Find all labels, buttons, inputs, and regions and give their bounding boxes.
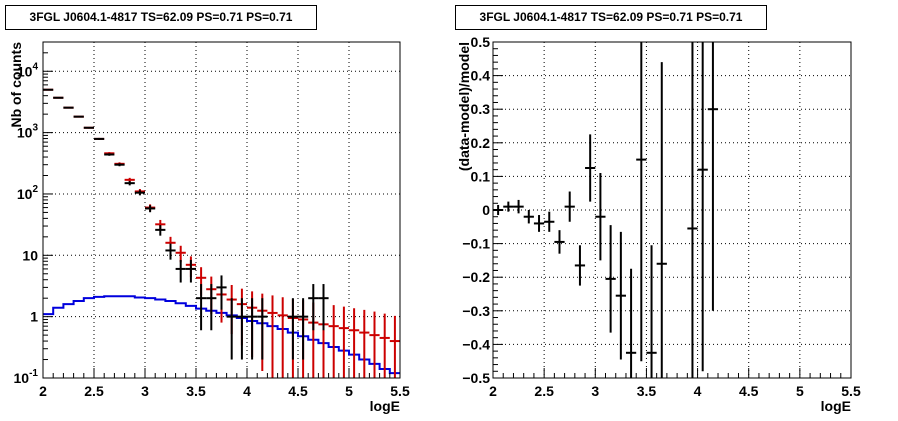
residual-point — [646, 245, 657, 378]
residual-point — [656, 62, 667, 378]
data-point — [216, 275, 227, 310]
residual-point — [574, 245, 586, 286]
residual-point — [687, 42, 698, 378]
residual-point — [585, 134, 596, 202]
x-tick-label: 5 — [345, 383, 353, 399]
residual-point — [625, 268, 637, 378]
y-axis-label: (data-model)/model — [456, 42, 472, 171]
residual-point — [513, 199, 524, 214]
model-point — [338, 306, 349, 378]
data-point — [318, 284, 329, 331]
y-tick-label: 0 — [482, 202, 490, 218]
model-point — [389, 315, 400, 378]
data-point — [206, 284, 217, 331]
x-tick-label: 5.5 — [841, 383, 861, 399]
residual-point — [707, 42, 719, 311]
x-tick-label: 5.5 — [390, 383, 410, 399]
model-point — [267, 295, 278, 378]
x-tick-label: 3.5 — [637, 383, 657, 399]
y-axis-label: Nb of counts — [8, 42, 24, 128]
residual-point — [636, 42, 647, 362]
data-point — [308, 284, 319, 331]
data-point — [287, 298, 298, 360]
data-point — [124, 181, 135, 186]
residual-point — [554, 230, 565, 254]
x-tick-label: 4.5 — [288, 383, 308, 399]
data-point — [175, 259, 186, 283]
model-point — [277, 297, 288, 378]
x-tick-label: 3 — [591, 383, 599, 399]
model-point — [175, 245, 186, 263]
residual-point — [595, 173, 606, 261]
data-point — [257, 298, 268, 360]
data-point — [155, 225, 166, 236]
data-point — [94, 137, 105, 140]
data-point — [196, 284, 207, 331]
data-point — [134, 190, 145, 196]
data-point — [114, 163, 125, 167]
y-tick-label: −0.2 — [462, 269, 490, 285]
y-tick-label: −0.5 — [462, 370, 490, 386]
model-point — [349, 308, 360, 378]
y-tick-label: 102 — [17, 184, 39, 202]
x-tick-label: 4 — [694, 383, 702, 399]
residual-point — [564, 191, 575, 222]
x-tick-label: 3 — [141, 383, 149, 399]
residual-point — [523, 210, 534, 224]
data-point — [53, 96, 64, 99]
x-tick-label: 2 — [489, 383, 497, 399]
data-point — [247, 298, 258, 360]
y-tick-label: 0.3 — [471, 101, 491, 117]
left-plot-frame — [42, 41, 401, 379]
y-tick-label: −0.4 — [462, 336, 490, 352]
y-tick-label: 0.2 — [471, 135, 491, 151]
right-panel-residuals: 2 2.5 3 3.5 4 4.5 5 5.5 −0.5 −0.4 −0.3 −0.2 −0.1 0 0.1… — [456, 34, 861, 414]
residual-point — [697, 42, 708, 372]
y-tick-label: 0.4 — [471, 68, 491, 84]
residual-point — [615, 231, 626, 360]
data-point — [83, 126, 94, 129]
residual-point — [503, 201, 514, 212]
y-tick-label: −0.1 — [462, 236, 490, 252]
residual-point — [544, 211, 555, 232]
model-point — [359, 309, 370, 378]
y-tick-label: 0.5 — [471, 34, 491, 50]
data-point — [185, 259, 196, 283]
y-tick-label: 0.1 — [471, 168, 491, 184]
residual-point — [605, 225, 616, 333]
model-point — [328, 305, 339, 378]
x-tick-label: 4.5 — [739, 383, 759, 399]
y-tick-label: 10-1 — [14, 368, 39, 386]
x-tick-label: 2 — [39, 383, 47, 399]
data-point — [236, 298, 247, 360]
data-point — [104, 153, 115, 156]
model-point — [379, 313, 390, 378]
y-tick-label: −0.3 — [462, 303, 490, 319]
data-point — [298, 298, 309, 360]
model-step-line — [43, 295, 400, 375]
x-tick-label: 2.5 — [534, 383, 554, 399]
y-tick-label: 1 — [30, 309, 38, 325]
left-panel-title: 3FGL J0604.1-4817 TS=62.09 PS=0.71 PS=0.… — [5, 5, 317, 30]
x-tick-label: 4 — [243, 383, 251, 399]
y-tick-label: 10 — [22, 247, 38, 263]
data-point — [145, 205, 156, 213]
data-point — [165, 243, 176, 260]
data-point — [226, 298, 237, 360]
data-point — [73, 115, 84, 118]
model-point — [369, 311, 380, 378]
data-point — [63, 106, 74, 109]
x-axis-label: logE — [821, 398, 851, 414]
x-tick-label: 5 — [796, 383, 804, 399]
right-panel-title: 3FGL J0604.1-4817 TS=62.09 PS=0.71 PS=0.… — [455, 5, 767, 30]
residual-point — [533, 215, 545, 232]
x-axis-label: logE — [370, 398, 400, 414]
x-tick-label: 2.5 — [84, 383, 104, 399]
x-tick-label: 3.5 — [186, 383, 206, 399]
